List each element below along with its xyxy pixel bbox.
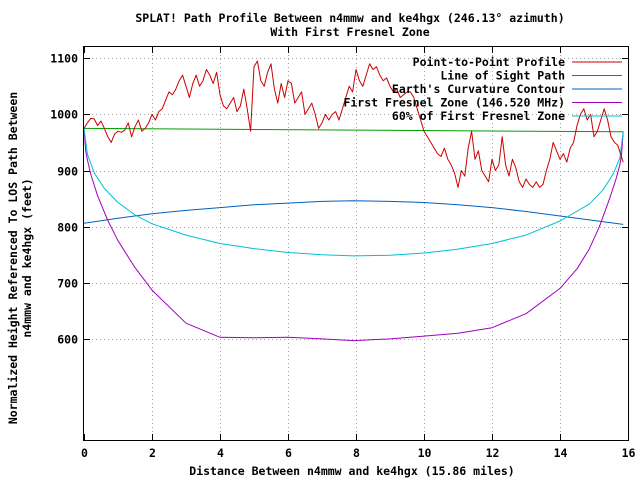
legend-label-1: Line of Sight Path — [440, 69, 565, 83]
x-tick-label: 16 — [622, 446, 636, 460]
y-axis-label-line2: n4mmw and ke4hgx (feet) — [20, 178, 34, 337]
y-tick-label: 900 — [57, 165, 78, 179]
x-tick-label: 4 — [217, 446, 224, 460]
series-line-4 — [83, 128, 624, 257]
legend-label-3: First Fresnel Zone (146.520 MHz) — [343, 96, 565, 110]
chart-title: SPLAT! Path Profile Between n4mmw and ke… — [135, 11, 564, 25]
plot-frame — [83, 46, 629, 441]
x-axis-label: Distance Between n4mmw and ke4hgx (15.86… — [189, 464, 514, 478]
series-line-0 — [83, 60, 624, 188]
x-tick-label: 0 — [81, 446, 88, 460]
y-tick-label: 1000 — [50, 108, 78, 122]
y-tick-label: 1100 — [50, 52, 78, 66]
y-tick-label: 600 — [57, 333, 78, 347]
legend-label-4: 60% of First Fresnel Zone — [392, 109, 565, 123]
y-tick-label: 700 — [57, 277, 78, 291]
series-layer — [83, 60, 624, 342]
legend-label-2: Earth's Curvature Contour — [392, 82, 565, 96]
x-tick-label: 8 — [353, 446, 360, 460]
x-tick-label: 14 — [554, 446, 568, 460]
x-tick-label: 10 — [418, 446, 432, 460]
x-tick-label: 2 — [149, 446, 156, 460]
y-tick-label: 800 — [57, 221, 78, 235]
series-line-3 — [83, 128, 624, 342]
y-axis-label-line1: Normalized Height Referenced To LOS Path… — [6, 92, 20, 424]
tick-layer: 0 2 4 6 8 10 12 14 16 600 700 800 900 1000 1100 — [50, 47, 635, 460]
series-line-2 — [83, 200, 624, 225]
x-tick-label: 12 — [486, 446, 500, 460]
series-line-1 — [83, 127, 624, 133]
chart-subtitle: With First Fresnel Zone — [270, 25, 429, 39]
legend-label-0: Point-to-Point Profile — [413, 55, 565, 69]
x-tick-label: 6 — [285, 446, 292, 460]
